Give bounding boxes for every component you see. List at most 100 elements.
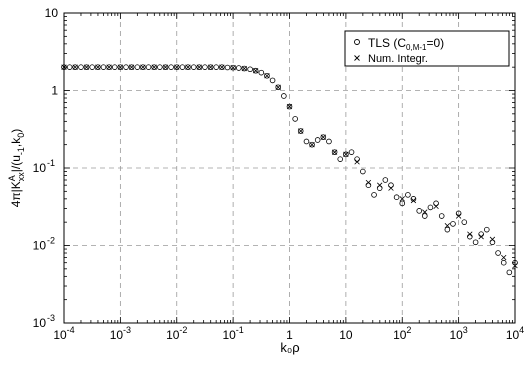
- x-tick-label: 10-1: [222, 325, 243, 342]
- data-point-circle: [506, 269, 513, 276]
- data-point-circle: [405, 192, 411, 198]
- y-tick-label: 10: [33, 161, 47, 175]
- data-point-circle: [162, 64, 169, 70]
- data-point-x: [309, 141, 315, 148]
- x-tick-label: 1: [286, 328, 293, 342]
- y-label-part-4: ): [9, 129, 23, 133]
- data-point-x: [467, 231, 473, 237]
- data-point-x: [230, 64, 236, 71]
- data-point-circle: [264, 72, 270, 79]
- data-point-x: [275, 84, 281, 90]
- legend-circle-marker: [354, 39, 360, 45]
- data-point-circle: [337, 156, 344, 162]
- legend-tls-label: TLS (C: [368, 36, 406, 50]
- data-point-circle: [219, 64, 225, 70]
- data-point-circle: [483, 226, 490, 233]
- data-point-x: [286, 103, 293, 110]
- data-point-circle: [235, 65, 242, 71]
- data-point-circle: [111, 64, 118, 70]
- legend-x-marker: [354, 55, 360, 61]
- data-point-circle: [202, 64, 208, 70]
- data-point-circle: [495, 250, 501, 256]
- data-point-circle: [230, 64, 236, 71]
- data-point-circle: [140, 64, 146, 70]
- data-point-x: [320, 134, 327, 140]
- data-point-circle: [78, 64, 84, 70]
- x-tick-label: 103: [449, 325, 467, 342]
- y-axis-label: 4π|KAxx|/(u-1,k0): [7, 129, 26, 208]
- data-point-circle: [213, 64, 220, 70]
- data-point-circle: [343, 151, 349, 158]
- data-point-circle: [247, 66, 253, 73]
- x-tick-label: 10-4: [53, 325, 74, 342]
- legend-tls-end: =0): [426, 36, 444, 50]
- x-tick-label: 10-3: [110, 325, 131, 342]
- x-tick-label: 10-2: [166, 325, 187, 342]
- plot-frame: [63, 12, 516, 324]
- data-point-circle: [472, 239, 479, 246]
- data-point-circle: [320, 134, 327, 140]
- y-tick-label: 10: [33, 316, 47, 330]
- x-tick-label: 104: [506, 325, 524, 342]
- data-point-circle: [123, 64, 129, 70]
- y-tick-label-exponent: -3: [47, 313, 55, 323]
- data-point-x: [377, 182, 383, 188]
- data-point-circle: [179, 64, 186, 70]
- y-label-sup: A: [7, 175, 17, 181]
- y-label-sub3: 0: [16, 133, 26, 138]
- data-point-circle: [89, 64, 95, 70]
- y-tick-label: 10: [33, 239, 47, 253]
- data-point-x: [117, 64, 124, 70]
- data-point-x: [354, 159, 360, 165]
- data-point-x: [106, 64, 112, 70]
- data-point-circle: [241, 65, 248, 72]
- data-point-circle: [309, 141, 315, 148]
- legend-box: [344, 30, 510, 67]
- data-point-x: [331, 149, 338, 155]
- data-point-circle: [252, 67, 259, 74]
- data-point-circle: [303, 138, 310, 145]
- data-point-circle: [348, 149, 355, 155]
- y-label-part-2: |/(u: [9, 155, 23, 172]
- data-point-x: [433, 203, 439, 210]
- data-point-circle: [438, 213, 445, 219]
- data-point-circle: [207, 64, 214, 70]
- legend-num-label: Num. Integr.: [368, 53, 428, 65]
- data-point-x: [365, 179, 372, 186]
- data-point-circle: [421, 213, 428, 219]
- y-tick-label: 10: [45, 6, 59, 20]
- data-point-x: [343, 151, 349, 158]
- legend-item-tls: TLS (C0,M-1=0): [368, 36, 444, 52]
- data-point-circle: [196, 64, 203, 70]
- x-axis-label-text: k₀ρ: [280, 340, 299, 355]
- legend-tls-sub: 0,M-1: [406, 43, 427, 52]
- data-point-x: [162, 64, 169, 70]
- data-point-circle: [314, 137, 321, 143]
- x-tick-labels: 10-4 10-3 10-2 10-1 1 10 102 103 104: [53, 325, 524, 342]
- data-point-x: [422, 209, 428, 215]
- data-point-circle: [224, 64, 231, 71]
- y-label-part-3: ,k: [9, 137, 23, 147]
- data-point-x: [151, 64, 157, 70]
- data-point-circle: [382, 177, 389, 183]
- data-point-circle: [500, 259, 507, 266]
- data-point-circle: [95, 64, 101, 70]
- data-point-circle: [360, 168, 366, 175]
- data-point-x: [489, 236, 496, 243]
- data-point-x: [83, 64, 90, 70]
- data-point-circle: [157, 64, 163, 70]
- data-point-circle: [461, 219, 468, 225]
- data-point-x: [444, 223, 451, 229]
- data-point-x: [264, 73, 270, 79]
- grid-lines: [64, 13, 515, 323]
- x-tick-label: 102: [393, 325, 411, 342]
- data-point-x: [455, 213, 462, 219]
- data-point-x: [478, 233, 484, 240]
- data-point-circle: [275, 84, 282, 91]
- legend-item-num-integr: Num. Integr.: [368, 53, 428, 65]
- data-point-circle: [145, 64, 152, 70]
- data-point-circle: [185, 64, 191, 70]
- y-label-sub: xx: [16, 172, 26, 182]
